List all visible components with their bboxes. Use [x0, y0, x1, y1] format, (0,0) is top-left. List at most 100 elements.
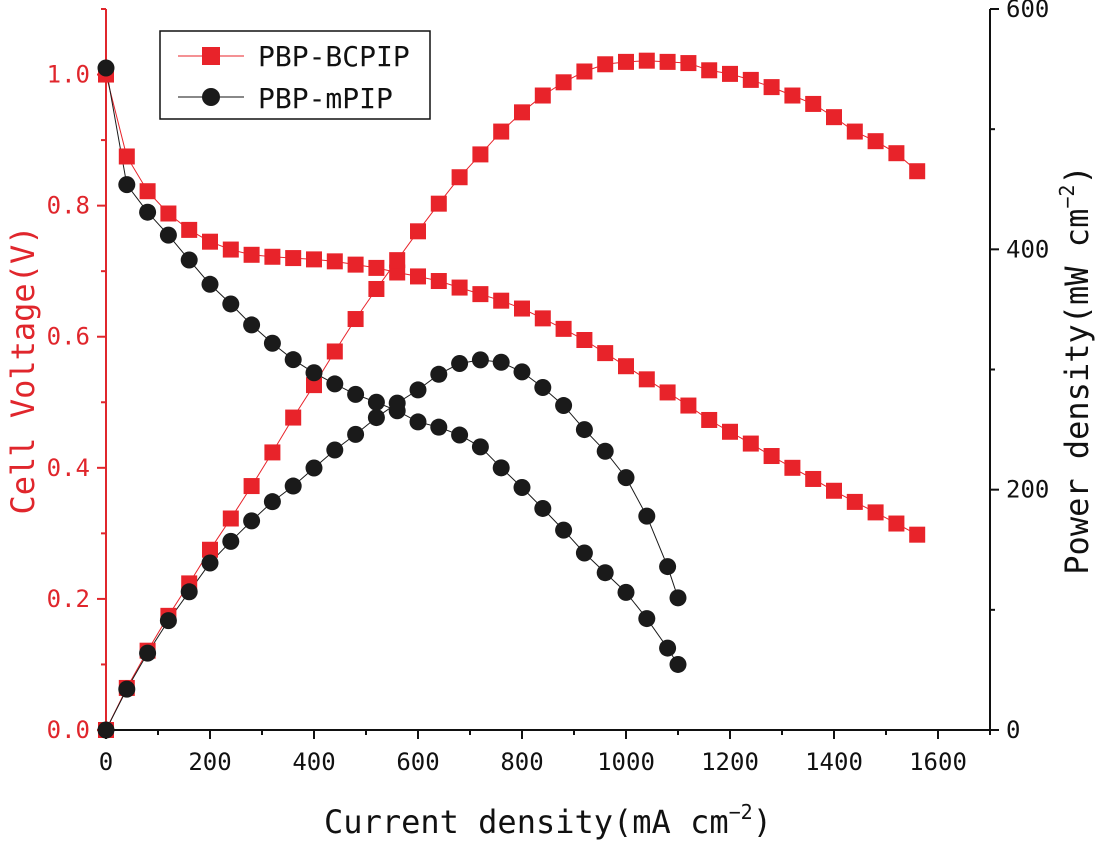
- data-point-bcpip-voltage: [680, 397, 697, 414]
- y-right-tick-label: 400: [1006, 235, 1049, 263]
- y-axis-right-title-base: Power density(mW cm: [1058, 209, 1096, 575]
- data-point-bcpip-power: [472, 146, 489, 163]
- data-point-bcpip-power: [763, 79, 780, 96]
- data-point-mpip-power: [617, 469, 635, 487]
- data-point-mpip-voltage: [638, 610, 656, 628]
- data-point-mpip-power: [201, 554, 219, 572]
- y-left-tick-label: 0.4: [47, 454, 90, 482]
- data-point-bcpip-power: [701, 62, 718, 79]
- x-tick-label: 1400: [805, 748, 863, 776]
- data-point-bcpip-voltage: [472, 286, 489, 303]
- x-tick-label: 400: [292, 748, 335, 776]
- data-point-mpip-voltage: [347, 385, 365, 403]
- y-axis-right-title: Power density(mW cm−2): [1055, 165, 1096, 574]
- y-axis-left-title: Cell Voltage(V): [4, 226, 42, 515]
- data-point-mpip-power: [534, 379, 552, 397]
- data-point-mpip-power: [513, 363, 531, 381]
- axis-ticks: 0 200 400 600 800 1000 1200 1400 1600 0.0 0.2 0.4 0.…: [47, 0, 1050, 776]
- data-point-bcpip-power: [202, 541, 218, 558]
- data-point-mpip-voltage: [222, 295, 240, 313]
- data-point-bcpip-power: [846, 123, 863, 140]
- x-axis-title-base: Current density(mA cm: [324, 803, 729, 841]
- legend-box: [159, 30, 431, 120]
- data-point-bcpip-voltage: [555, 320, 572, 337]
- data-point-bcpip-voltage: [784, 459, 801, 476]
- data-point-bcpip-voltage: [264, 248, 281, 265]
- x-tick-label: 600: [396, 748, 439, 776]
- data-point-bcpip-voltage: [867, 504, 884, 521]
- data-point-mpip-voltage: [513, 478, 531, 496]
- legend-label-series-a: PBP-BCPIP: [258, 40, 410, 73]
- data-point-bcpip-voltage: [618, 358, 634, 375]
- data-point-bcpip-power: [867, 133, 884, 150]
- data-point-bcpip-power: [306, 377, 322, 394]
- y-left-tick-label: 0.8: [47, 192, 90, 220]
- series-line-bcpip-power: [105, 60, 918, 731]
- series-line-mpip-voltage: [105, 67, 679, 665]
- data-point-mpip-voltage: [555, 521, 573, 539]
- y-left-tick-label: 0.6: [47, 323, 90, 351]
- x-tick-label: 200: [188, 748, 231, 776]
- y-right-tick-label: 200: [1006, 476, 1049, 504]
- data-point-bcpip-voltage: [826, 482, 842, 499]
- data-point-bcpip-power: [597, 56, 614, 73]
- data-point-bcpip-voltage: [659, 384, 676, 401]
- data-point-bcpip-voltage: [763, 448, 780, 465]
- data-point-bcpip-power: [722, 65, 738, 82]
- data-point-mpip-voltage: [451, 426, 469, 444]
- data-point-bcpip-power: [347, 311, 364, 328]
- data-point-bcpip-voltage: [722, 423, 738, 440]
- data-point-bcpip-power: [514, 104, 530, 121]
- data-point-mpip-power: [139, 644, 157, 662]
- data-point-mpip-power: [471, 351, 489, 369]
- data-point-mpip-power: [347, 425, 365, 443]
- data-markers: [97, 52, 926, 739]
- data-point-mpip-power: [596, 442, 614, 460]
- data-point-bcpip-power: [243, 478, 260, 495]
- data-point-bcpip-power: [742, 71, 759, 88]
- data-point-bcpip-voltage: [742, 435, 759, 452]
- data-point-bcpip-voltage: [160, 205, 177, 222]
- data-point-bcpip-voltage: [222, 241, 239, 258]
- data-point-mpip-power: [575, 421, 593, 439]
- data-point-bcpip-power: [264, 444, 281, 461]
- data-point-mpip-voltage: [492, 459, 510, 477]
- y-right-tick-label: 600: [1006, 0, 1049, 23]
- data-point-bcpip-power: [638, 52, 655, 69]
- data-point-bcpip-power: [618, 53, 634, 70]
- data-point-bcpip-power: [826, 109, 842, 126]
- data-point-bcpip-voltage: [326, 253, 343, 270]
- data-point-mpip-voltage: [534, 499, 552, 517]
- data-point-mpip-power: [326, 441, 344, 459]
- data-point-bcpip-power: [493, 123, 510, 140]
- data-point-mpip-power: [638, 507, 656, 525]
- data-point-bcpip-voltage: [534, 310, 551, 327]
- data-point-mpip-voltage: [409, 413, 427, 431]
- data-point-mpip-power: [430, 365, 448, 383]
- data-point-mpip-power: [263, 493, 281, 511]
- data-point-bcpip-power: [285, 409, 302, 426]
- data-point-mpip-power: [669, 589, 687, 607]
- data-point-bcpip-voltage: [701, 411, 718, 428]
- data-point-mpip-power: [659, 558, 677, 576]
- data-point-mpip-power: [492, 353, 510, 371]
- data-point-mpip-power: [243, 512, 261, 530]
- legend-label-series-b: PBP-mPIP: [258, 82, 393, 115]
- data-point-bcpip-voltage: [202, 233, 218, 250]
- data-point-bcpip-power: [784, 87, 801, 104]
- data-point-mpip-voltage: [326, 375, 344, 393]
- data-point-mpip-voltage: [243, 316, 261, 334]
- data-point-mpip-power: [367, 409, 385, 427]
- data-point-bcpip-voltage: [909, 526, 926, 543]
- data-point-bcpip-power: [389, 252, 406, 269]
- data-point-bcpip-power: [430, 195, 447, 212]
- data-point-mpip-voltage: [97, 59, 115, 77]
- data-point-mpip-power: [284, 477, 302, 495]
- legend: PBP-BCPIP PBP-mPIP: [159, 30, 431, 120]
- y-left-tick-label: 1.0: [47, 61, 90, 89]
- data-point-mpip-voltage: [284, 351, 302, 369]
- legend-marker-series-a: [202, 47, 220, 65]
- data-point-bcpip-power: [659, 53, 676, 70]
- data-point-bcpip-power: [576, 63, 593, 80]
- data-point-bcpip-power: [326, 343, 343, 360]
